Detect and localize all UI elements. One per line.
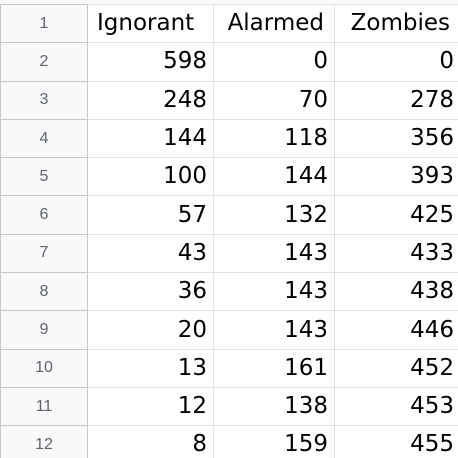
table-row: 3 248 70 278 [0, 80, 458, 120]
cell-alarmed[interactable]: 70 [213, 80, 335, 120]
cell-alarmed[interactable]: 159 [213, 425, 335, 458]
cell-ignorant[interactable]: 12 [87, 386, 214, 427]
cell-zombies[interactable]: 278 [334, 80, 458, 120]
table-row: 2 598 0 0 [0, 42, 458, 82]
cell-zombies[interactable]: 446 [334, 310, 458, 350]
table-row: 4 144 118 356 [0, 118, 458, 159]
row-header[interactable]: 1 [0, 3, 88, 44]
cell-alarmed[interactable]: 0 [213, 42, 335, 82]
cell-alarmed[interactable]: 138 [213, 386, 335, 427]
row-header[interactable]: 9 [0, 310, 88, 350]
cell-ignorant[interactable]: 36 [87, 272, 214, 312]
cell-zombies[interactable]: 452 [334, 348, 458, 388]
row-header[interactable]: 4 [0, 118, 88, 159]
spreadsheet-grid: 1 Ignorant Alarmed Zombies 2 598 0 0 3 2… [0, 3, 458, 458]
cell-alarmed[interactable]: 143 [213, 310, 335, 350]
cell-zombies[interactable]: 356 [334, 118, 458, 159]
cell-header-zombies[interactable]: Zombies [334, 3, 458, 44]
row-header[interactable]: 3 [0, 80, 88, 120]
table-row: 9 20 143 446 [0, 310, 458, 350]
cell-ignorant[interactable]: 57 [87, 195, 214, 235]
table-row: 5 100 144 393 [0, 157, 458, 197]
row-header[interactable]: 12 [0, 425, 88, 458]
table-row: 10 13 161 452 [0, 348, 458, 388]
cell-zombies[interactable]: 393 [334, 157, 458, 197]
cell-zombies[interactable]: 438 [334, 272, 458, 312]
table-row: 7 43 143 433 [0, 233, 458, 274]
cell-alarmed[interactable]: 161 [213, 348, 335, 388]
cell-header-ignorant[interactable]: Ignorant [87, 3, 214, 44]
row-header[interactable]: 6 [0, 195, 88, 235]
cell-ignorant[interactable]: 144 [87, 118, 214, 159]
row-header[interactable]: 10 [0, 348, 88, 388]
cell-alarmed[interactable]: 143 [213, 233, 335, 274]
cell-ignorant[interactable]: 598 [87, 42, 214, 82]
row-header[interactable]: 5 [0, 157, 88, 197]
cell-alarmed[interactable]: 144 [213, 157, 335, 197]
table-row: 8 36 143 438 [0, 272, 458, 312]
cell-alarmed[interactable]: 118 [213, 118, 335, 159]
row-header[interactable]: 11 [0, 386, 88, 427]
table-row: 12 8 159 455 [0, 425, 458, 458]
table-row: 1 Ignorant Alarmed Zombies [0, 3, 458, 44]
table-row: 11 12 138 453 [0, 386, 458, 427]
cell-header-alarmed[interactable]: Alarmed [213, 3, 335, 44]
cell-zombies[interactable]: 425 [334, 195, 458, 235]
cell-ignorant[interactable]: 13 [87, 348, 214, 388]
cell-ignorant[interactable]: 100 [87, 157, 214, 197]
cell-zombies[interactable]: 453 [334, 386, 458, 427]
row-header[interactable]: 2 [0, 42, 88, 82]
cell-ignorant[interactable]: 8 [87, 425, 214, 458]
cell-ignorant[interactable]: 20 [87, 310, 214, 350]
cell-zombies[interactable]: 433 [334, 233, 458, 274]
cell-alarmed[interactable]: 143 [213, 272, 335, 312]
cell-ignorant[interactable]: 248 [87, 80, 214, 120]
cell-ignorant[interactable]: 43 [87, 233, 214, 274]
cell-alarmed[interactable]: 132 [213, 195, 335, 235]
row-header[interactable]: 7 [0, 233, 88, 274]
cell-zombies[interactable]: 0 [334, 42, 458, 82]
cell-zombies[interactable]: 455 [334, 425, 458, 458]
table-row: 6 57 132 425 [0, 195, 458, 235]
row-header[interactable]: 8 [0, 272, 88, 312]
